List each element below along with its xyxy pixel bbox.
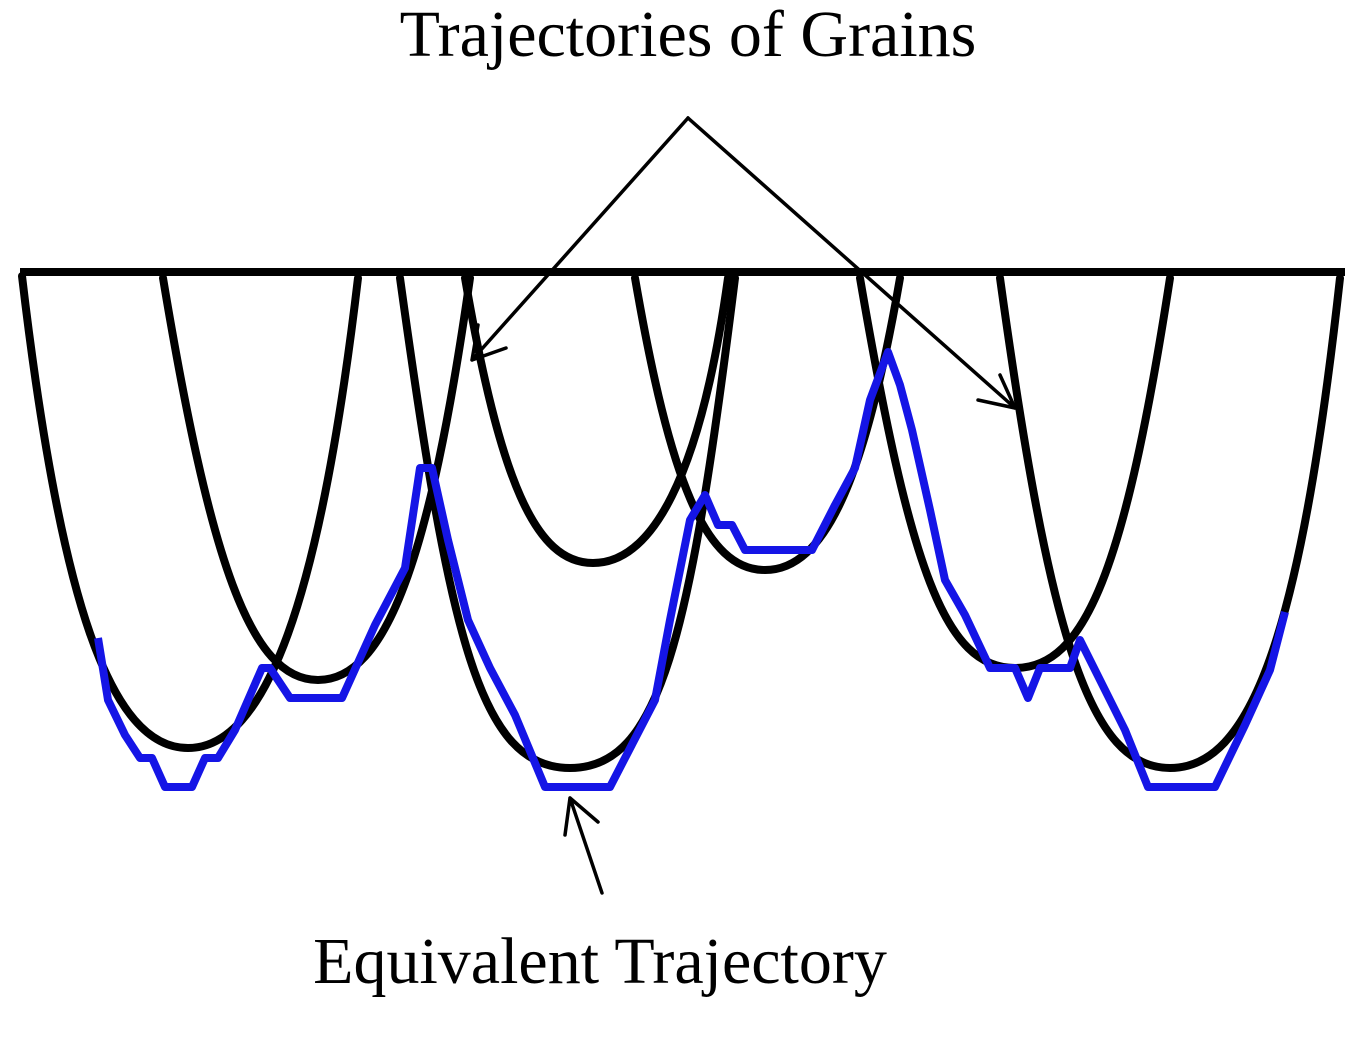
arrow: [470, 116, 690, 362]
grain-trajectories: [18, 272, 1344, 772]
grains-label: Trajectories of Grains: [400, 0, 977, 71]
arrow: [563, 796, 604, 895]
grain-trajectory: [396, 274, 739, 772]
grain-trajectory: [996, 274, 1344, 772]
grain-trajectory: [856, 274, 1174, 672]
pointer-arrows: [470, 116, 1017, 895]
grain-trajectory: [18, 272, 362, 752]
grain-trajectory: [159, 274, 474, 684]
grain-trajectory: [631, 274, 904, 574]
equivalent-label: Equivalent Trajectory: [313, 925, 887, 998]
grain-trajectory: [461, 274, 732, 567]
arrow: [686, 116, 1017, 410]
equivalent-trajectory: [94, 348, 1289, 791]
